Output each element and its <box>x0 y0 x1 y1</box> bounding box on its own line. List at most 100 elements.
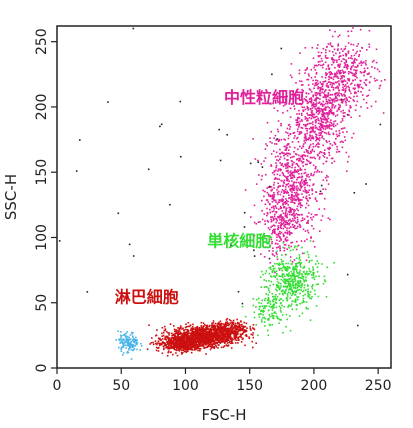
data-point <box>324 113 326 115</box>
data-point <box>348 87 350 89</box>
data-point <box>216 335 219 337</box>
data-point <box>279 193 282 196</box>
data-point <box>271 198 273 200</box>
data-point <box>304 118 307 120</box>
data-point <box>342 98 345 101</box>
data-point <box>220 336 223 339</box>
data-point <box>155 342 157 345</box>
data-point <box>181 343 183 346</box>
data-point <box>351 82 353 85</box>
data-point <box>272 197 275 199</box>
data-point <box>174 341 177 344</box>
data-point <box>310 297 312 300</box>
data-point <box>220 329 222 332</box>
data-point <box>124 341 127 343</box>
data-point <box>305 289 307 291</box>
data-point <box>242 328 244 331</box>
y-tick-label: 200 <box>34 94 50 121</box>
data-point <box>286 298 289 301</box>
data-point <box>313 156 315 159</box>
data-point <box>328 112 330 115</box>
data-point <box>314 293 316 296</box>
data-point <box>284 175 286 177</box>
data-point <box>175 344 178 346</box>
data-point <box>177 345 180 347</box>
data-point <box>324 109 327 111</box>
data-point <box>223 335 226 337</box>
data-point <box>290 294 293 297</box>
data-point <box>182 334 184 336</box>
data-point <box>319 81 322 83</box>
data-point <box>275 284 278 287</box>
data-point <box>326 73 328 75</box>
data-point <box>224 329 227 331</box>
data-point <box>286 231 289 234</box>
data-point <box>273 270 276 273</box>
data-point <box>280 123 282 125</box>
data-point <box>310 100 313 102</box>
data-point <box>293 181 296 184</box>
data-point <box>207 340 210 342</box>
data-point <box>292 195 295 197</box>
data-point <box>226 134 228 136</box>
data-point <box>366 73 369 75</box>
data-point <box>268 195 270 197</box>
data-point <box>121 342 123 344</box>
data-point <box>275 306 278 309</box>
data-point <box>171 334 173 337</box>
data-point <box>343 58 346 61</box>
data-point <box>260 163 263 165</box>
data-point <box>284 188 287 191</box>
data-point <box>173 325 175 327</box>
data-point <box>297 165 300 168</box>
data-point <box>200 342 202 344</box>
data-point <box>322 100 324 103</box>
data-point <box>285 232 287 234</box>
data-point <box>308 272 311 275</box>
data-point <box>344 100 347 103</box>
data-point <box>192 327 194 330</box>
data-point <box>291 196 294 199</box>
data-point <box>315 79 317 82</box>
data-point <box>305 259 308 262</box>
data-point <box>280 319 282 321</box>
data-point <box>300 130 302 133</box>
data-point <box>353 69 355 71</box>
data-point <box>183 347 186 349</box>
data-point <box>210 339 213 342</box>
data-point <box>312 126 314 128</box>
data-point <box>294 195 296 197</box>
data-point <box>317 146 320 148</box>
data-point <box>306 128 308 130</box>
data-point <box>350 66 353 69</box>
data-point <box>280 258 283 261</box>
data-point <box>285 131 287 134</box>
data-point <box>353 60 355 63</box>
data-point <box>325 118 328 120</box>
y-tick-label: 150 <box>34 159 50 186</box>
data-point <box>290 270 292 273</box>
data-point <box>325 84 328 87</box>
data-point <box>205 341 208 343</box>
data-point <box>258 308 260 310</box>
data-point <box>361 94 364 96</box>
data-point <box>293 191 296 194</box>
data-point <box>186 342 189 344</box>
data-point <box>161 343 163 345</box>
data-point <box>301 277 304 280</box>
data-point <box>273 194 276 196</box>
data-point <box>264 220 266 222</box>
data-point <box>299 157 301 160</box>
data-point <box>287 280 289 282</box>
data-point <box>277 243 279 245</box>
data-point <box>282 173 285 175</box>
data-point <box>360 60 363 63</box>
data-point <box>331 107 333 109</box>
data-point <box>313 171 316 173</box>
data-point <box>297 126 300 128</box>
data-point <box>225 338 228 340</box>
data-point <box>315 305 318 307</box>
data-point <box>306 117 309 120</box>
data-point <box>288 206 290 209</box>
data-point <box>282 204 284 206</box>
